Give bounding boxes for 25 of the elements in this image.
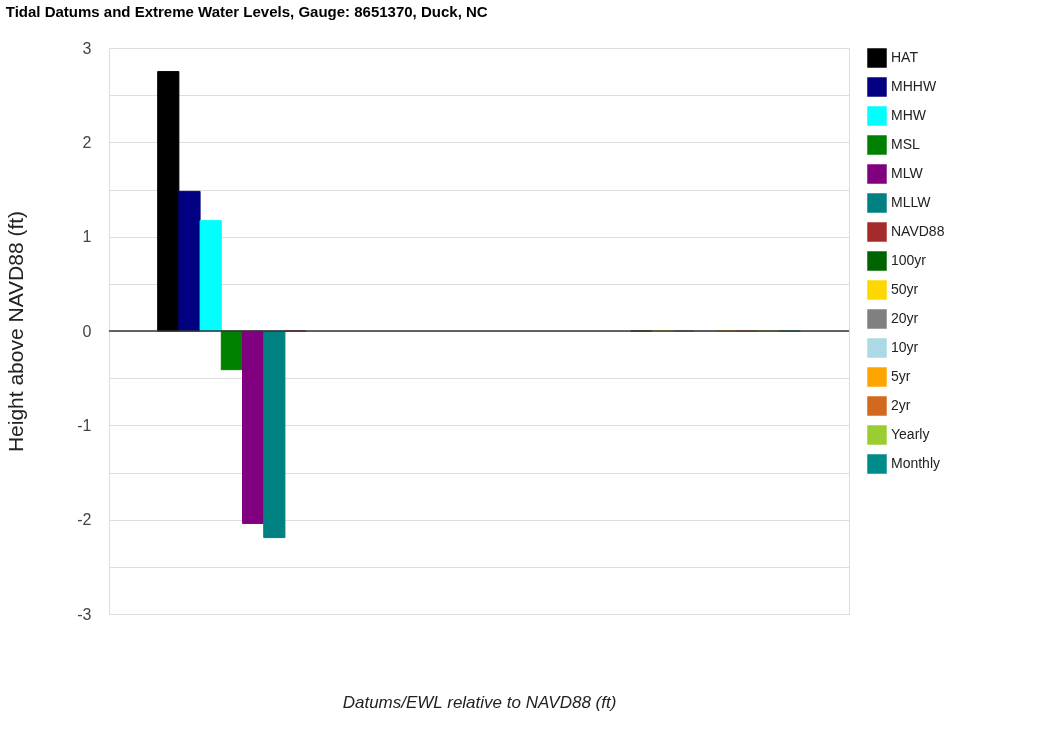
y-tick-label: -3 [77, 605, 92, 623]
y-tick-label: 0 [82, 322, 92, 340]
y-tick-label: 2 [82, 133, 92, 151]
y-axis-title: Height above NAVD88 (ft) [4, 210, 28, 453]
legend-label: 50yr [891, 281, 919, 297]
legend-label: 2yr [891, 397, 911, 413]
legend-label: HAT [891, 49, 919, 65]
legend-label: MLLW [891, 194, 932, 210]
y-tick-label: 1 [82, 228, 92, 246]
legend-label: NAVD88 [891, 223, 945, 239]
legend-label: Monthly [891, 455, 941, 471]
legend-label: MHW [891, 107, 927, 123]
legend-label: 5yr [891, 368, 911, 384]
legend-label: 100yr [891, 252, 927, 268]
legend-label: 20yr [891, 310, 919, 326]
y-tick-label: -1 [77, 416, 92, 434]
y-tick-label: -2 [77, 511, 92, 529]
legend-label: MSL [891, 136, 920, 152]
legend-label: MHHW [891, 78, 937, 94]
legend-label: 10yr [891, 339, 919, 355]
x-axis-title: Datums/EWL relative to NAVD88 (ft) [342, 692, 617, 712]
y-tick-label: 3 [82, 39, 92, 57]
legend-label: Yearly [891, 426, 930, 442]
chart-title: Tidal Datums and Extreme Water Levels, Gauge: 8651370, Duck, NC [5, 3, 488, 20]
legend-label: MLW [891, 165, 924, 181]
